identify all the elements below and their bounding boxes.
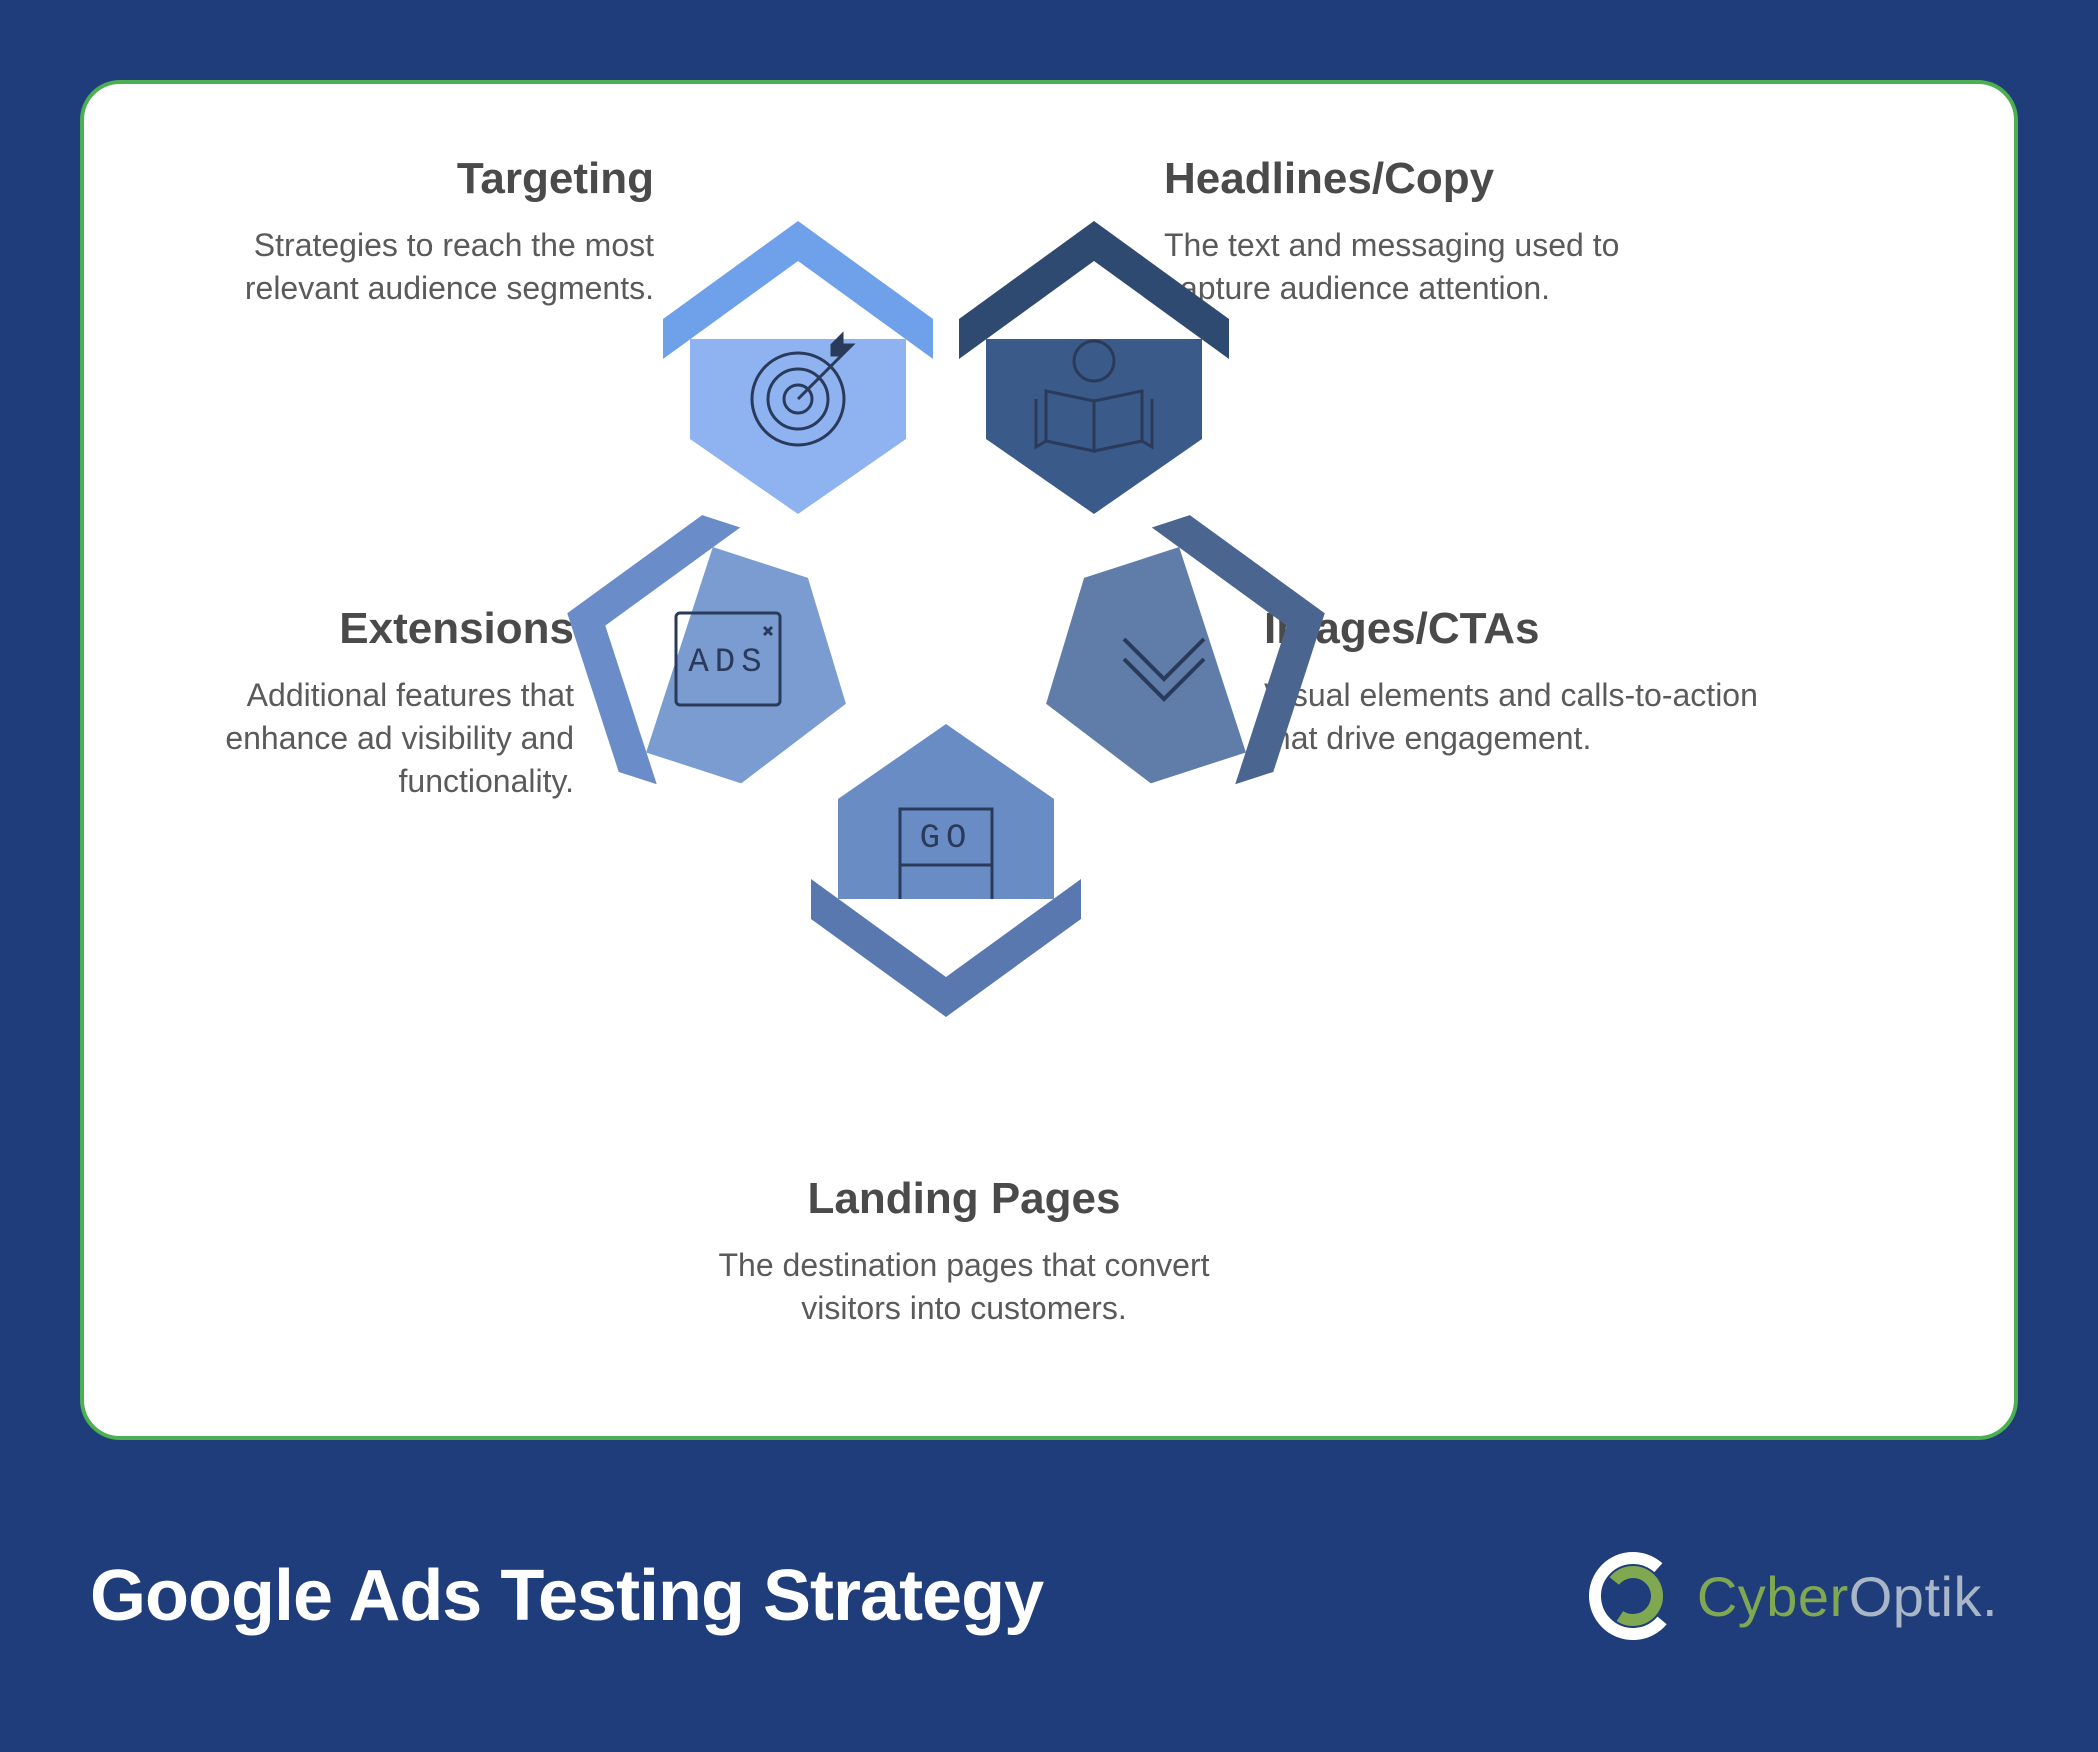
brand-logo-icon	[1587, 1550, 1679, 1642]
node-images-ctas	[1054, 514, 1314, 804]
desc-images-ctas: Visual elements and calls-to-action that…	[1264, 674, 1784, 760]
brand-text: CyberOptik.	[1697, 1564, 1998, 1629]
node-landing: GO	[816, 724, 1076, 1014]
footer-bar: Google Ads Testing Strategy CyberOptik.	[0, 1440, 2098, 1752]
pentagon-landing: GO	[816, 724, 1076, 1014]
heading-headlines: Headlines/Copy	[1164, 154, 1684, 204]
block-images-ctas: Images/CTAs Visual elements and calls-to…	[1264, 604, 1784, 760]
block-landing: Landing Pages The destination pages that…	[684, 1174, 1244, 1330]
node-extensions: ADS	[578, 514, 838, 804]
desc-targeting: Strategies to reach the most relevant au…	[224, 224, 654, 310]
pentagon-headlines	[964, 224, 1224, 514]
pentagon-images-ctas	[1054, 514, 1314, 804]
block-headlines: Headlines/Copy The text and messaging us…	[1164, 154, 1684, 310]
pentagon-extensions: ADS	[578, 514, 838, 804]
block-targeting: Targeting Strategies to reach the most r…	[224, 154, 654, 310]
desc-landing: The destination pages that convert visit…	[684, 1244, 1244, 1330]
node-targeting	[668, 224, 928, 514]
brand-second: Optik.	[1849, 1565, 1998, 1628]
brand-first: Cyber	[1697, 1565, 1849, 1628]
svg-text:GO: GO	[920, 820, 973, 858]
heading-targeting: Targeting	[224, 154, 654, 204]
heading-images-ctas: Images/CTAs	[1264, 604, 1784, 654]
heading-extensions: Extensions	[144, 604, 574, 654]
desc-headlines: The text and messaging used to capture a…	[1164, 224, 1684, 310]
brand: CyberOptik.	[1587, 1550, 1998, 1642]
pentagon-targeting	[668, 224, 928, 514]
content-card: Targeting Strategies to reach the most r…	[80, 80, 2018, 1440]
desc-extensions: Additional features that enhance ad visi…	[144, 674, 574, 804]
page-title: Google Ads Testing Strategy	[90, 1555, 1043, 1637]
heading-landing: Landing Pages	[684, 1174, 1244, 1224]
svg-text:ADS: ADS	[688, 644, 767, 682]
node-headlines	[964, 224, 1224, 514]
block-extensions: Extensions Additional features that enha…	[144, 604, 574, 804]
